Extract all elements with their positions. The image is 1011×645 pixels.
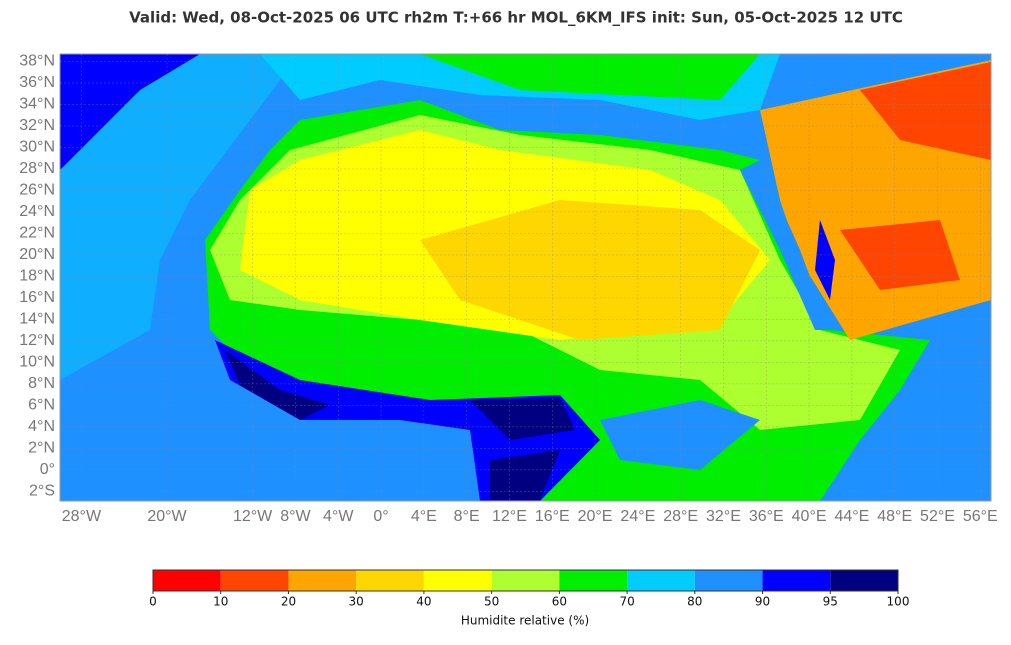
colorbar-label: Humidite relative (%) (461, 614, 589, 628)
colorbar-segment (559, 570, 628, 591)
map (60, 54, 991, 501)
lon-tick-label: 44°E (834, 508, 869, 525)
colorbar-segment (288, 570, 357, 591)
colorbar-segment (762, 570, 831, 591)
lat-tick-label: 16°N (19, 289, 55, 306)
colorbar-tick-label: 60 (552, 595, 567, 609)
lon-tick-label: 28°W (62, 508, 102, 525)
humid-band (60, 54, 200, 170)
lat-tick-label: 30°N (19, 139, 55, 156)
colorbar-tick-label: 30 (349, 595, 364, 609)
colorbar-segment (153, 570, 221, 591)
guinea-very-humid (225, 350, 575, 500)
humid-band (60, 54, 300, 380)
congo (600, 400, 760, 470)
lat-tick-label: 6°N (28, 397, 55, 414)
lat-tick-label: 20°N (19, 246, 55, 263)
lat-tick-label: 14°N (19, 311, 55, 328)
colorbar-tick-label: 0 (149, 595, 157, 609)
lat-tick-label: 10°N (19, 354, 55, 371)
colorbar-tick-label: 20 (281, 595, 296, 609)
lat-tick-label: 12°N (19, 332, 55, 349)
colorbar-segment (627, 570, 695, 591)
lat-tick-label: 26°N (19, 182, 55, 199)
colorbar-segment (356, 570, 424, 591)
lon-tick-label: 8°W (280, 508, 311, 525)
colorbar-tick-label: 95 (823, 595, 838, 609)
europe (420, 54, 760, 100)
colorbar-tick-label: 50 (484, 595, 499, 609)
colorbar-segment (220, 570, 289, 591)
lon-tick-label: 36°E (749, 508, 784, 525)
lon-tick-label: 48°E (877, 508, 912, 525)
lon-tick-label: 12°E (492, 508, 527, 525)
arabia-dry (840, 62, 991, 290)
lon-tick-label: 52°E (920, 508, 955, 525)
lon-tick-label: 16°E (535, 508, 570, 525)
colorbar-frame (152, 569, 899, 592)
lon-tick-label: 8°E (454, 508, 480, 525)
colorbar: 0 10 20 30 40 50 60 70 80 90 95 100 (149, 569, 910, 609)
colorbar-tick-label: 100 (887, 595, 910, 609)
lon-tick-label: 28°E (663, 508, 698, 525)
colorbar-tick-label: 80 (687, 595, 702, 609)
lon-tick-label: 12°W (233, 508, 273, 525)
lat-tick-label: 2°N (28, 440, 55, 457)
colorbar-tick-label: 10 (213, 595, 228, 609)
lat-tick-label: 34°N (19, 96, 55, 113)
colorbar-segment (491, 570, 560, 591)
grid (60, 54, 991, 501)
lat-tick-label: 4°N (28, 418, 55, 435)
lon-tick-label: 24°E (620, 508, 655, 525)
lon-tick-label: 20°W (147, 508, 187, 525)
lat-tick-label: 22°N (19, 225, 55, 242)
lon-tick-label: 40°E (792, 508, 827, 525)
lon-tick-label: 0° (373, 508, 388, 525)
map-frame (59, 53, 992, 502)
lon-tick-label: 4°W (323, 508, 354, 525)
lon-tick-label: 20°E (578, 508, 613, 525)
lat-tick-label: 38°N (19, 53, 55, 70)
title: Valid: Wed, 08-Oct-2025 06 UTC rh2m T:+6… (129, 9, 903, 27)
lon-tick-label: 4°E (411, 508, 437, 525)
colorbar-tick-label: 90 (755, 595, 770, 609)
lon-tick-label: 56°E (963, 508, 998, 525)
lat-tick-label: 0° (40, 461, 55, 478)
lat-tick-label: 24°N (19, 203, 55, 220)
red-sea-humid (815, 220, 835, 300)
colorbar-tick-label: 40 (416, 595, 431, 609)
red-sea (740, 160, 830, 330)
lat-tick-label: 36°N (19, 74, 55, 91)
colorbar-segment (423, 570, 492, 591)
colorbar-segment (830, 570, 898, 591)
lat-tick-label: 8°N (28, 375, 55, 392)
lat-tick-label: 28°N (19, 160, 55, 177)
lat-tick-label: 32°N (19, 117, 55, 134)
colorbar-tick-label: 70 (619, 595, 634, 609)
colorbar-segment (694, 570, 763, 591)
lat-tick-label: 2°S (29, 483, 55, 500)
lat-tick-label: 18°N (19, 268, 55, 285)
lon-tick-label: 32°E (706, 508, 741, 525)
sahara-core (420, 200, 760, 340)
